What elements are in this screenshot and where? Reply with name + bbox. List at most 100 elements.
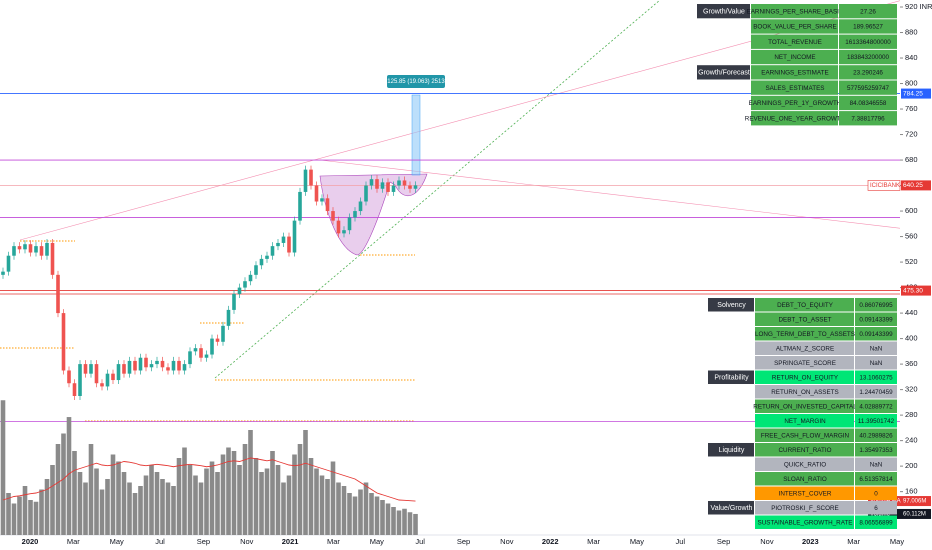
metric-value: NaN [870, 461, 883, 468]
y-tick-label: 520 [905, 257, 918, 266]
metric-name: SPRINGATE_SCORE [774, 360, 836, 367]
group-label: Profitability [714, 375, 749, 382]
metric-name: TOTAL_REVENUE [768, 39, 822, 46]
candle [243, 281, 247, 288]
volume-bar [336, 482, 341, 535]
volume-bar [28, 500, 33, 535]
candle [133, 360, 137, 371]
value-cell [855, 486, 897, 500]
candle [375, 179, 379, 189]
volume-bar [0, 400, 6, 535]
value-cell [855, 501, 897, 515]
name-cell [751, 19, 838, 34]
volume-bar [182, 447, 187, 535]
y-tick-label: 840 [905, 53, 918, 62]
candle [314, 185, 319, 202]
volume-bar [83, 482, 88, 535]
volume-ma-line [2, 457, 416, 502]
candle [182, 364, 187, 371]
volume-bar [61, 433, 66, 535]
x-tick-label: 2023 [802, 537, 819, 546]
volume-bar [286, 475, 292, 535]
metric-value: NaN [870, 360, 883, 367]
candle [149, 364, 154, 368]
candle [193, 348, 198, 352]
candle [237, 287, 242, 294]
candle [56, 274, 60, 314]
value-cell [855, 385, 897, 399]
value-cell [855, 298, 897, 312]
candle [325, 198, 330, 212]
candle [127, 360, 132, 374]
candle [23, 244, 27, 250]
trend-line [214, 0, 661, 379]
candle [265, 255, 269, 259]
x-tick-label: Mar [327, 537, 340, 546]
volume-bar [396, 510, 402, 535]
x-tick-label: Sep [717, 537, 730, 546]
group-label: Growth/Forecast [698, 70, 750, 77]
candle [155, 360, 159, 365]
metric-value: 0.09143399 [859, 316, 893, 323]
x-tick-label: May [890, 537, 904, 546]
y-tick-label: 920 INR [905, 2, 932, 11]
value-cell [839, 4, 897, 19]
x-tick-label: Nov [500, 537, 514, 546]
metric-name: SALES_ESTIMATES [765, 85, 824, 92]
candle [331, 211, 335, 221]
candle [215, 338, 220, 342]
y-tick-label: 560 [905, 232, 918, 241]
name-cell [751, 65, 838, 80]
group-cell [708, 443, 754, 457]
metric-name: EARNINGS_PER_1Y_GROWTH [749, 100, 842, 107]
candle [199, 348, 203, 358]
metric-name: SUSTAINABLE_GROWTH_RATE [758, 519, 853, 526]
name-cell [751, 95, 838, 111]
value-cell [839, 65, 897, 80]
group-cell [697, 65, 750, 80]
metric-value: 1.24470459 [859, 389, 893, 396]
name-cell [755, 312, 854, 326]
volume-bar [231, 451, 237, 535]
y-tick-label: 320 [905, 385, 918, 394]
volume-bar [413, 513, 418, 535]
candle [83, 364, 88, 374]
value-cell [855, 356, 897, 370]
metric-value: 4.02889772 [859, 403, 893, 410]
y-tick-label: 360 [905, 359, 918, 368]
candle [171, 360, 176, 371]
volume-bar [6, 493, 11, 535]
group-cell [708, 298, 754, 312]
volume-bar [319, 475, 325, 535]
candle [353, 211, 357, 218]
candle [144, 357, 148, 368]
volume-bar [171, 486, 176, 535]
volume-bar [160, 479, 165, 535]
metric-name: RETURN_ON_INVESTED_CAPITAL [753, 403, 857, 410]
candle [45, 242, 49, 256]
metric-name: FREE_CASH_FLOW_MARGIN [761, 432, 850, 439]
group-label: Value/Growth [711, 505, 753, 512]
cup-pattern [319, 173, 428, 256]
volume-bar [325, 479, 330, 535]
value-cell [855, 399, 897, 413]
candle [67, 370, 71, 384]
volume-bar [242, 444, 248, 535]
value-cell [839, 19, 897, 34]
name-cell [755, 486, 854, 500]
x-tick-label: Mar [847, 537, 860, 546]
group-cell [697, 4, 750, 19]
y-tick-label: 240 [905, 436, 918, 445]
volume-tag [868, 508, 931, 519]
volume-bar [369, 493, 374, 535]
volume-bar [308, 458, 314, 535]
metric-name: NET_MARGIN [784, 418, 826, 425]
name-cell [751, 49, 838, 65]
y-tick-label: 760 [905, 104, 918, 113]
candle [111, 373, 115, 381]
candle [177, 360, 181, 371]
candle [303, 169, 308, 192]
candle [204, 354, 209, 358]
candle [232, 293, 236, 310]
value-cell [855, 515, 897, 529]
